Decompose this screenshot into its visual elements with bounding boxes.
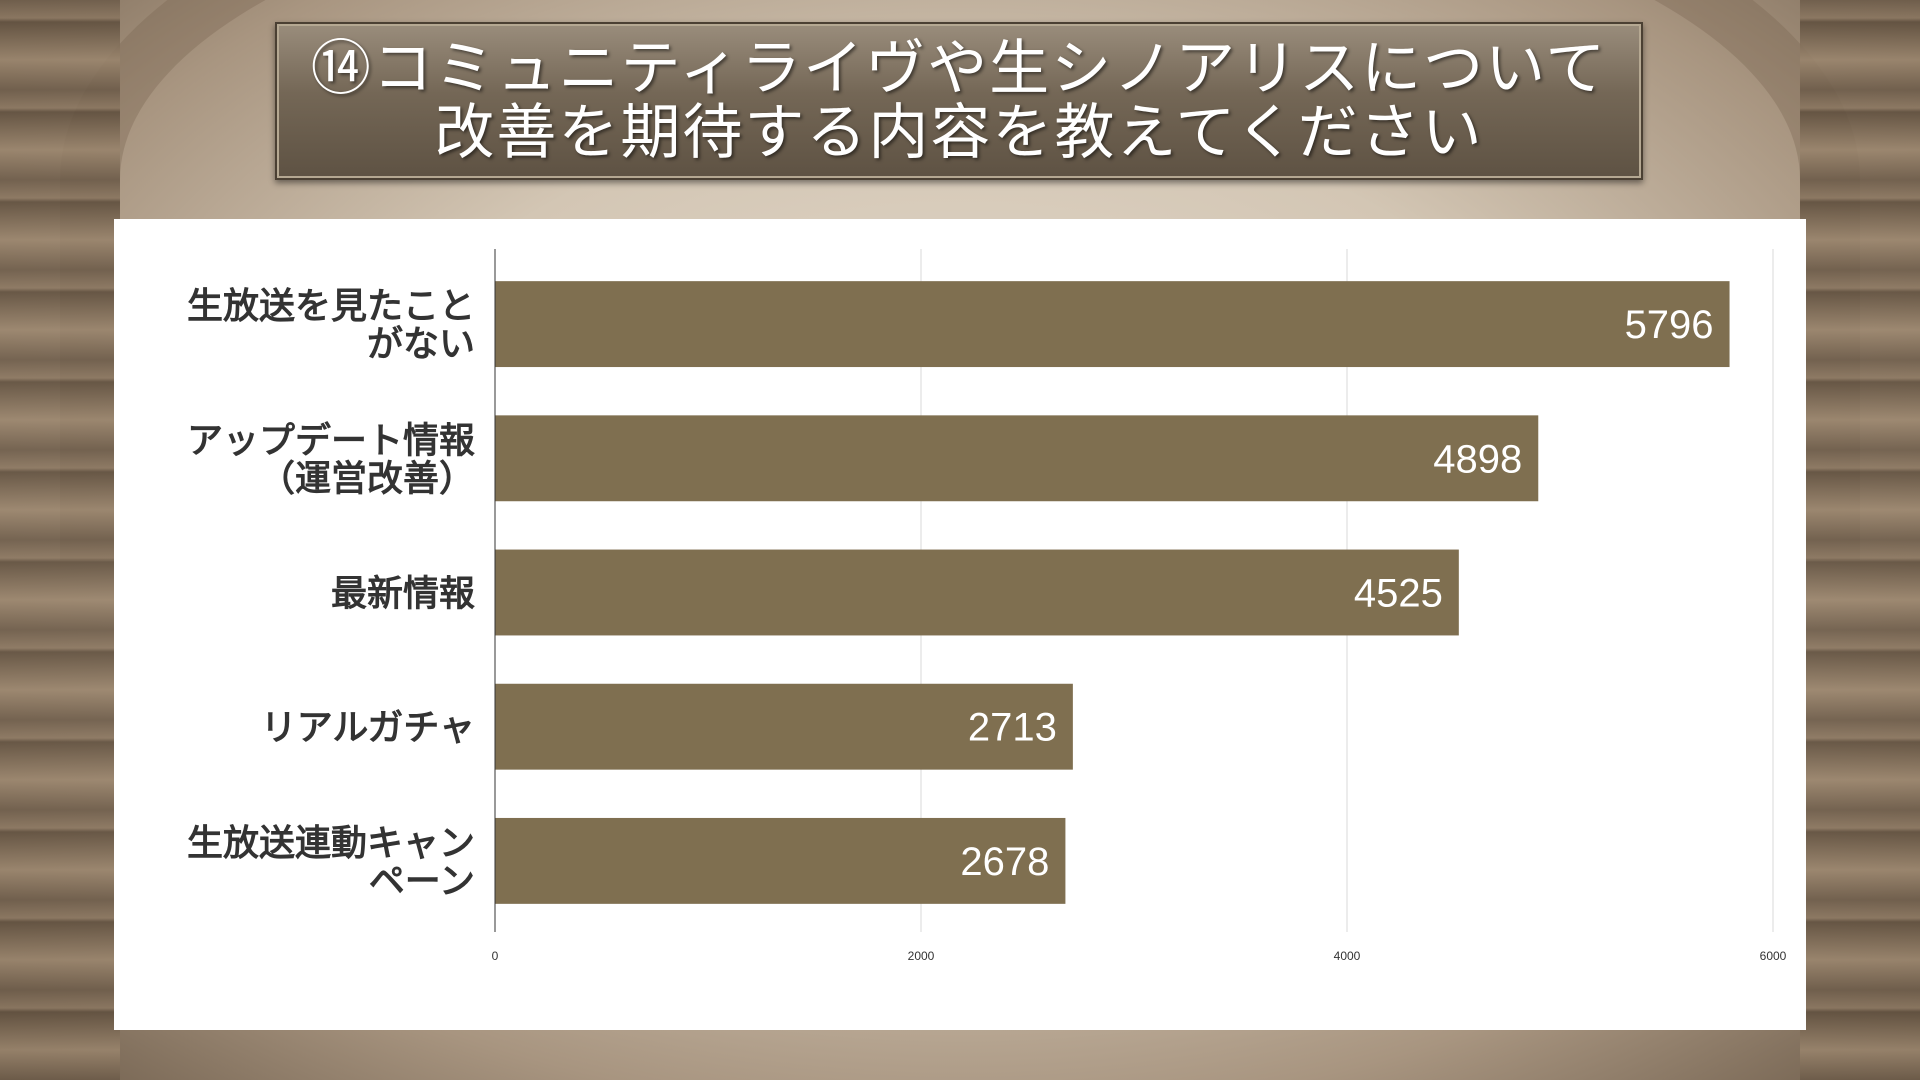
- category-label: 生放送を見たこと: [187, 286, 475, 327]
- bar: [495, 415, 1539, 502]
- category-label: リアルガチャ: [261, 708, 475, 749]
- title-banner: ⑭コミュニティライヴや生シノアリスについて 改善を期待する内容を教えてください: [275, 22, 1643, 180]
- bar: [495, 683, 1073, 770]
- x-tick-label: 6000: [1760, 949, 1787, 963]
- bar: [495, 549, 1459, 636]
- category-label: ペーン: [369, 861, 475, 902]
- bar-value-label: 2713: [968, 706, 1057, 750]
- bar: [495, 817, 1066, 904]
- category-label: （運営改善）: [259, 458, 475, 499]
- category-label: 最新情報: [331, 574, 475, 615]
- bar-value-label: 4898: [1433, 437, 1522, 481]
- category-label: 生放送連動キャン: [187, 823, 475, 864]
- title-line-1: ⑭コミュニティライヴや生シノアリスについて: [310, 34, 1608, 104]
- x-tick-label: 4000: [1334, 949, 1361, 963]
- bar-value-label: 5796: [1625, 303, 1714, 347]
- bar: [495, 281, 1730, 368]
- x-tick-label: 2000: [908, 949, 935, 963]
- chart-panel: 0 2000 4000 6000 5796 生放送を見たこと がない 4898 アップデート情報…: [114, 219, 1806, 1030]
- title-line-2: 改善を期待する内容を教えてください: [434, 98, 1484, 168]
- x-tick-label: 0: [492, 949, 499, 963]
- background-bookshelf-left: [0, 0, 120, 1080]
- bar-value-label: 4525: [1354, 572, 1443, 616]
- category-label: がない: [367, 324, 475, 365]
- category-label: アップデート情報: [187, 419, 475, 461]
- background-bookshelf-right: [1800, 0, 1920, 1080]
- bar-value-label: 2678: [960, 840, 1049, 884]
